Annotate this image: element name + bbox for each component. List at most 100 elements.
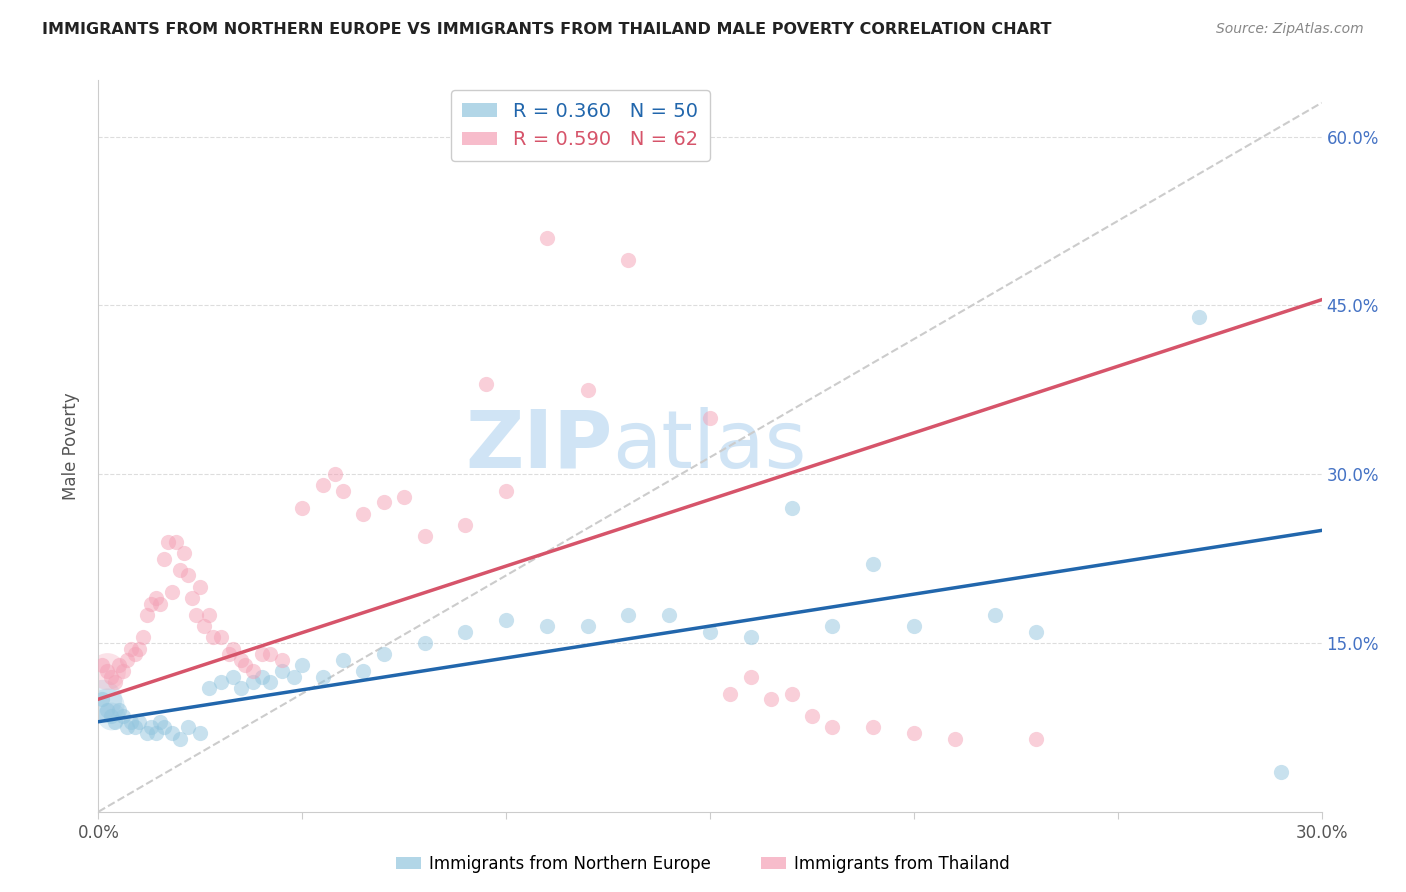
Point [100, 709, 122, 723]
Point [115, 720, 138, 734]
Point [100, 670, 122, 684]
Point [124, 720, 146, 734]
Point [152, 720, 174, 734]
Point [413, 529, 436, 543]
Point [231, 681, 253, 695]
Point [136, 726, 159, 740]
Point [108, 658, 131, 673]
Point [1025, 624, 1047, 639]
Point [160, 726, 183, 740]
Point [312, 670, 335, 684]
Point [617, 253, 640, 268]
Point [699, 624, 721, 639]
Point [761, 692, 783, 706]
Point [120, 641, 142, 656]
Point [96, 698, 118, 712]
Point [145, 726, 167, 740]
Point [576, 383, 599, 397]
Point [413, 636, 436, 650]
Point [141, 597, 163, 611]
Point [283, 670, 305, 684]
Point [536, 231, 558, 245]
Point [201, 630, 224, 644]
Point [91, 692, 114, 706]
Point [323, 467, 346, 482]
Point [1025, 731, 1047, 746]
Point [128, 714, 150, 729]
Point [111, 709, 134, 723]
Point [91, 692, 114, 706]
Point [222, 670, 245, 684]
Text: atlas: atlas [612, 407, 807, 485]
Legend: Immigrants from Northern Europe, Immigrants from Thailand: Immigrants from Northern Europe, Immigra… [389, 848, 1017, 880]
Point [209, 630, 232, 644]
Point [120, 714, 142, 729]
Point [132, 630, 155, 644]
Point [984, 607, 1007, 622]
Point [108, 703, 131, 717]
Legend: R = 0.360   N = 50, R = 0.590   N = 62: R = 0.360 N = 50, R = 0.590 N = 62 [451, 90, 710, 161]
Point [392, 490, 416, 504]
Point [740, 630, 762, 644]
Point [104, 675, 127, 690]
Point [903, 619, 925, 633]
Point [259, 647, 281, 661]
Point [193, 619, 215, 633]
Point [352, 507, 374, 521]
Point [156, 534, 179, 549]
Point [495, 483, 517, 498]
Point [149, 714, 172, 729]
Point [699, 410, 721, 425]
Point [181, 591, 204, 605]
Point [233, 658, 256, 673]
Point [231, 653, 253, 667]
Point [740, 670, 762, 684]
Point [270, 664, 294, 678]
Point [149, 597, 172, 611]
Text: Source: ZipAtlas.com: Source: ZipAtlas.com [1216, 22, 1364, 37]
Point [173, 546, 195, 560]
Point [821, 619, 844, 633]
Point [617, 607, 640, 622]
Point [218, 647, 240, 661]
Point [862, 720, 884, 734]
Point [291, 658, 314, 673]
Point [1188, 310, 1211, 324]
Point [862, 557, 884, 571]
Point [454, 517, 477, 532]
Point [242, 664, 264, 678]
Point [124, 647, 146, 661]
Point [136, 607, 159, 622]
Point [242, 675, 264, 690]
Point [160, 585, 183, 599]
Point [152, 551, 174, 566]
Point [1270, 765, 1292, 780]
Point [177, 568, 200, 582]
Point [111, 664, 134, 678]
Point [188, 726, 212, 740]
Point [186, 607, 208, 622]
Point [165, 534, 187, 549]
Point [658, 607, 681, 622]
Point [474, 377, 498, 392]
Point [903, 726, 925, 740]
Point [177, 720, 200, 734]
Point [312, 478, 335, 492]
Point [373, 495, 395, 509]
Point [454, 624, 477, 639]
Point [169, 563, 191, 577]
Point [780, 500, 803, 515]
Text: IMMIGRANTS FROM NORTHERN EUROPE VS IMMIGRANTS FROM THAILAND MALE POVERTY CORRELA: IMMIGRANTS FROM NORTHERN EUROPE VS IMMIG… [42, 22, 1052, 37]
Point [197, 681, 219, 695]
Point [332, 483, 354, 498]
Point [128, 641, 150, 656]
Point [115, 653, 138, 667]
Point [169, 731, 191, 746]
Y-axis label: Male Poverty: Male Poverty [62, 392, 80, 500]
Point [270, 653, 294, 667]
Point [291, 500, 314, 515]
Point [96, 664, 118, 678]
Point [96, 703, 118, 717]
Point [100, 709, 122, 723]
Point [209, 675, 232, 690]
